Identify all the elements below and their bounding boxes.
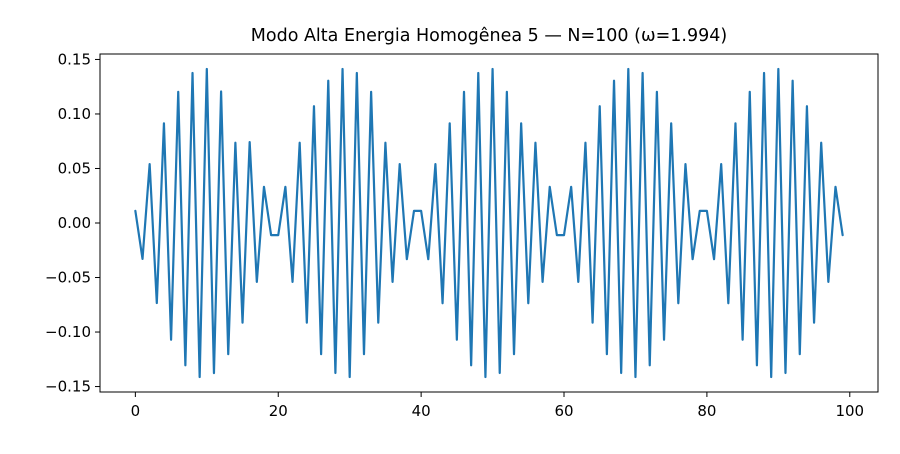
y-tick-label: −0.15 bbox=[45, 378, 91, 396]
x-tick-label: 40 bbox=[412, 402, 431, 420]
x-tick-label: 0 bbox=[131, 402, 141, 420]
y-tick-label: 0.00 bbox=[58, 214, 91, 232]
y-tick-label: 0.10 bbox=[58, 105, 91, 123]
chart-title: Modo Alta Energia Homogênea 5 — N=100 (ω… bbox=[251, 26, 727, 46]
y-tick-label: 0.05 bbox=[58, 159, 91, 177]
x-tick-label: 20 bbox=[269, 402, 288, 420]
y-tick-label: −0.05 bbox=[45, 269, 91, 287]
y-tick-label: −0.10 bbox=[45, 323, 91, 341]
x-tick-label: 80 bbox=[697, 402, 716, 420]
x-tick-label: 100 bbox=[835, 402, 864, 420]
y-tick-label: 0.15 bbox=[58, 50, 91, 68]
x-tick-label: 60 bbox=[554, 402, 573, 420]
